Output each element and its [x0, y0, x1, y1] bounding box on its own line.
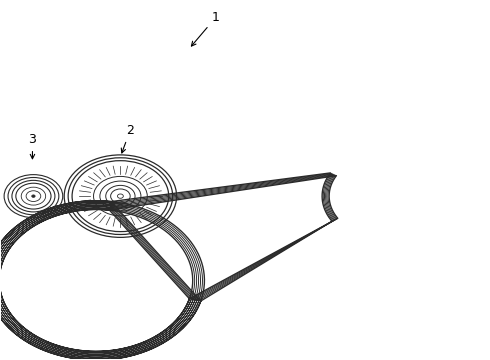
Ellipse shape: [32, 195, 35, 197]
Text: 3: 3: [28, 133, 36, 159]
Text: 2: 2: [122, 124, 134, 153]
Text: 1: 1: [192, 11, 220, 46]
